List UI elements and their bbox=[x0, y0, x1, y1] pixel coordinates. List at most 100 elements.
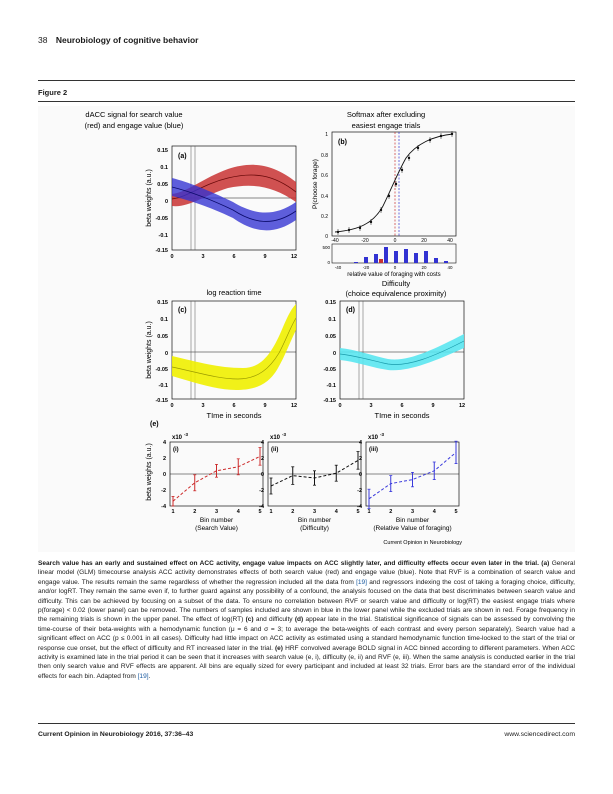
subplot-scale-exp: -3 bbox=[282, 432, 286, 437]
panel-a-xtick-0: 0 bbox=[170, 254, 173, 260]
panel-b-title-1: Softmax after excluding bbox=[347, 110, 425, 119]
panel-a-title-1: dACC signal for search value bbox=[85, 110, 182, 119]
subplot-xtick: 3 bbox=[313, 509, 316, 515]
figure-panel: dACC signal for search value (red) and e… bbox=[38, 106, 575, 552]
panel-b-title-2: easiest engage trials bbox=[352, 121, 421, 130]
caption-label-e: (e) bbox=[274, 644, 283, 652]
panel-a-ytick-4: -0.05 bbox=[155, 216, 168, 222]
panel-c-ytick-1: 0.1 bbox=[160, 317, 168, 323]
histogram-bar bbox=[354, 262, 358, 263]
panel-c-axes bbox=[171, 300, 297, 400]
subplot-trend-line bbox=[368, 452, 457, 500]
panel-e-subplot-1: x10-3 (i) 4 2 0 -2 -4 1 2 3 4 5 Bin number(Search Va… bbox=[161, 432, 264, 532]
difficulty-line bbox=[339, 340, 465, 365]
panel-b-hist-xtick-0: -40 bbox=[335, 265, 342, 270]
subplot-xtick: 3 bbox=[215, 509, 218, 515]
panel-e-subplot-3: x10-3 (iii) 4 2 0 -2 -4 1 2 3 4 5 Bin number(Relativ… bbox=[357, 432, 460, 532]
panel-b-ytick-3: 0.4 bbox=[321, 194, 328, 200]
subplot-ytick: 2 bbox=[163, 456, 166, 462]
panel-a-label: (a) bbox=[178, 153, 187, 160]
footer-rule bbox=[38, 723, 575, 724]
panel-b-axes bbox=[331, 131, 457, 237]
panel-a-xtick-3: 9 bbox=[263, 254, 266, 260]
panel-d-xlabel: TIme in seconds bbox=[374, 411, 429, 420]
panel-b-ytick-4: 0.2 bbox=[321, 214, 328, 220]
footer-journal: Current Opinion in Neurobiology 2016, 37… bbox=[38, 731, 194, 738]
panel-c-xtick-2: 6 bbox=[232, 403, 235, 409]
subplot-xtick: 2 bbox=[291, 509, 294, 515]
panel-b-ylabel: P(choose forage) bbox=[312, 159, 319, 209]
panel-a-xtick-4: 12 bbox=[291, 254, 297, 260]
panel-b-hist-ytick: 500 bbox=[322, 245, 330, 250]
panel-c-xtick-3: 9 bbox=[263, 403, 266, 409]
subplot-xlabel-1: Bin number bbox=[298, 517, 332, 524]
subplot-xtick: 5 bbox=[258, 509, 261, 515]
subplot-scale: x10 bbox=[368, 435, 379, 441]
subplot-label: (ii) bbox=[271, 447, 278, 453]
panel-c-ytick-5: -0.1 bbox=[159, 383, 168, 389]
panel-d-ytick-3: 0 bbox=[333, 351, 336, 357]
panel-b-xlabel: relative value of foraging with costs bbox=[347, 272, 440, 278]
panel-a: dACC signal for search value (red) and e… bbox=[85, 110, 297, 260]
panel-b-xtick-4: 40 bbox=[447, 238, 453, 244]
panel-e-subplot-2: x10-3 (ii) 4 2 0 -2 -4 1 2 3 4 5 Bin number(Difficul… bbox=[259, 432, 362, 532]
panel-c-ylabel: beta weights (a.u.) bbox=[146, 321, 153, 379]
panel-b-hist-xtick-3: 20 bbox=[421, 265, 427, 270]
subplot-ytick: -2 bbox=[357, 488, 362, 494]
panel-d-xtick-3: 9 bbox=[431, 403, 434, 409]
panel-c-xtick-0: 0 bbox=[170, 403, 173, 409]
panel-b-hist-ytick-0: 0 bbox=[327, 260, 330, 265]
panel-a-ytick-2: 0.05 bbox=[157, 182, 168, 188]
subplot-label: (i) bbox=[173, 447, 179, 453]
subplot-xtick: 2 bbox=[389, 509, 392, 515]
subplot-ytick: 2 bbox=[261, 456, 264, 462]
panel-d-ytick-6: -0.15 bbox=[323, 398, 336, 404]
panel-a-ytick-0: 0.15 bbox=[157, 148, 168, 154]
panel-d-ytick-2: 0.05 bbox=[325, 334, 336, 340]
subplot-ytick: 0 bbox=[359, 472, 362, 478]
figure-caption: Search value has an early and sustained … bbox=[38, 559, 575, 681]
histogram-bar bbox=[379, 259, 383, 263]
running-header: 38 Neurobiology of cognitive behavior bbox=[38, 35, 198, 45]
panel-d-ytick-5: -0.1 bbox=[327, 383, 336, 389]
panel-c-ytick-6: -0.15 bbox=[155, 398, 168, 404]
panel-e-label: (e) bbox=[150, 421, 159, 428]
subplot-xtick: 1 bbox=[171, 509, 174, 515]
subplot-xlabel-2: (Difficulty) bbox=[300, 525, 329, 532]
subplot-xtick: 1 bbox=[269, 509, 272, 515]
caption-ref-1[interactable]: [19] bbox=[356, 578, 367, 586]
panel-a-ytick-5: -0.1 bbox=[159, 233, 168, 239]
panel-d-xtick-2: 6 bbox=[400, 403, 403, 409]
histogram-bar bbox=[444, 261, 448, 263]
panel-e: (e) beta weights (a.u.) x10-3(i)420-2-41… bbox=[146, 421, 460, 532]
subplot-ytick: 4 bbox=[261, 440, 265, 446]
caption-text-6: HRF convolved average BOLD signal in ACC… bbox=[38, 644, 575, 680]
difficulty-band bbox=[340, 334, 464, 371]
histogram-bar bbox=[434, 258, 438, 263]
subplot-xtick: 4 bbox=[433, 509, 437, 515]
histogram-bar bbox=[424, 251, 428, 263]
page-number: 38 bbox=[38, 35, 48, 45]
histogram-bar bbox=[394, 251, 398, 263]
subplot-xtick: 1 bbox=[367, 509, 370, 515]
panel-d-xtick-4: 12 bbox=[459, 403, 465, 409]
caption-text-1: General linear model (GLM) timecourse an… bbox=[38, 560, 575, 586]
subplot-ytick: 0 bbox=[261, 472, 264, 478]
panel-e-ylabel: beta weights (a.u.) bbox=[146, 443, 153, 501]
histogram-bar bbox=[414, 253, 418, 263]
figure-credit: Current Opinion in Neurobiology bbox=[383, 540, 462, 546]
histogram-bar bbox=[404, 249, 408, 263]
subplot-xlabel-1: Bin number bbox=[396, 517, 430, 524]
footer-website[interactable]: www.sciencedirect.com bbox=[504, 731, 575, 738]
subplot-xtick: 5 bbox=[356, 509, 359, 515]
panel-c-title: log reaction time bbox=[206, 288, 261, 297]
panel-c: log reaction time (c) 0.15 0.1 0.05 0 -0… bbox=[146, 288, 297, 420]
softmax-points bbox=[336, 131, 454, 235]
subplot-scale-exp: -3 bbox=[380, 432, 384, 437]
caption-ref-2[interactable]: [19] bbox=[137, 672, 149, 680]
panel-a-ytick-3: 0 bbox=[165, 199, 168, 205]
subplot-ytick: 0 bbox=[163, 472, 166, 478]
panel-c-xtick-1: 3 bbox=[201, 403, 204, 409]
subplot-ytick: -2 bbox=[161, 488, 166, 494]
panel-d-title-2: (choice equivalence proximity) bbox=[346, 289, 447, 298]
